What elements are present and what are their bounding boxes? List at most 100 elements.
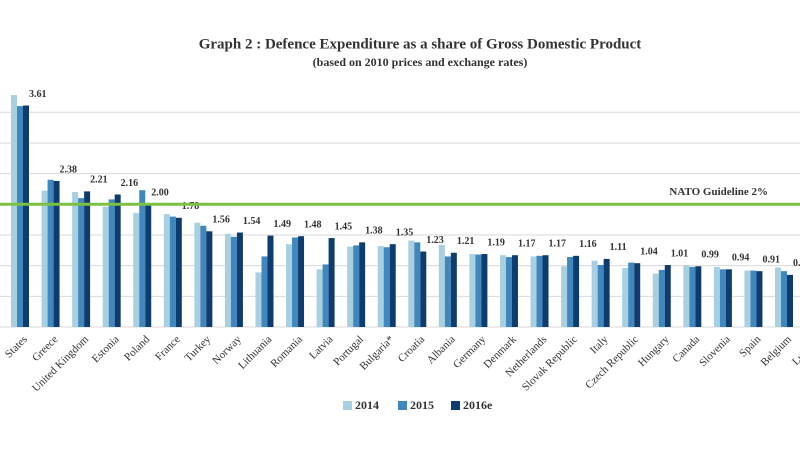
x-tick-label: Belgium	[759, 333, 795, 369]
bar	[353, 245, 360, 327]
value-label: 1.21	[457, 236, 475, 247]
bar	[744, 270, 751, 327]
x-tick-label: Estonia	[90, 333, 122, 365]
bar	[591, 260, 598, 327]
x-tick-label: Luxemb	[790, 333, 800, 368]
bar	[469, 253, 476, 327]
bar	[689, 266, 696, 327]
value-label: 1.04	[640, 246, 658, 257]
bar	[530, 256, 537, 327]
x-tick-label: Romania	[268, 333, 305, 370]
value-label: 3.61	[29, 89, 47, 100]
x-tick-label: Czech Republic	[583, 333, 641, 391]
bar	[511, 255, 518, 327]
bar	[114, 194, 121, 327]
bar	[444, 256, 451, 327]
bar	[206, 231, 213, 327]
x-tick-label: Hungary	[636, 333, 672, 369]
bar	[267, 235, 274, 327]
bar	[175, 217, 182, 327]
legend-swatch	[451, 401, 460, 410]
value-label: 1.17	[518, 239, 536, 250]
bar	[499, 255, 506, 327]
bar	[420, 251, 427, 327]
x-tick-label: Slovak Republic	[520, 333, 580, 393]
bar	[683, 265, 690, 327]
bar	[292, 237, 299, 327]
bar	[664, 265, 671, 327]
value-label: 0.85	[793, 258, 800, 269]
bar	[255, 272, 262, 327]
bar	[194, 222, 201, 327]
bar	[17, 106, 23, 327]
bar	[573, 255, 580, 327]
bar	[23, 105, 29, 327]
bar	[298, 236, 305, 327]
value-label: 1.78	[182, 201, 200, 212]
bar	[505, 257, 512, 327]
bar	[286, 244, 293, 327]
bar	[102, 206, 109, 327]
bar	[11, 95, 17, 327]
bar	[377, 246, 384, 327]
bar	[133, 212, 140, 327]
bar	[236, 232, 243, 327]
bar	[750, 270, 757, 327]
bar	[628, 262, 635, 327]
x-tick-label: States	[3, 333, 30, 360]
bar	[561, 266, 568, 327]
bar	[450, 252, 457, 327]
value-label: 1.23	[426, 235, 444, 246]
value-label: 1.45	[335, 221, 353, 232]
x-tick-label: Turkey	[183, 333, 214, 364]
bar	[145, 204, 152, 327]
value-label: 1.19	[487, 237, 505, 248]
bar	[408, 240, 415, 327]
bar	[230, 236, 237, 327]
value-label: 1.49	[273, 219, 291, 230]
bar	[383, 247, 390, 327]
x-tick-label: Spain	[737, 333, 764, 360]
value-label: 1.16	[579, 239, 597, 250]
value-label: 1.01	[671, 248, 689, 259]
bar	[622, 268, 629, 327]
bar	[78, 198, 85, 327]
x-tick-label: Italy	[588, 333, 611, 356]
value-label: 1.56	[212, 215, 230, 226]
bar	[597, 265, 604, 327]
bar	[652, 273, 659, 327]
legend-label: 2014	[355, 398, 379, 412]
bar	[542, 255, 549, 327]
legend-label: 2015	[410, 398, 434, 412]
value-label: 1.48	[304, 219, 322, 230]
bar	[316, 269, 323, 327]
bar	[481, 253, 488, 327]
value-label: 1.17	[549, 239, 567, 250]
bar	[139, 190, 146, 327]
value-label: 0.91	[762, 254, 780, 265]
bar	[658, 269, 665, 327]
value-label: 2.38	[60, 164, 77, 175]
legend-swatch	[398, 401, 407, 410]
bar	[347, 246, 354, 327]
bar	[261, 256, 268, 327]
x-tick-label: Croatia	[396, 333, 427, 364]
chart-subtitle: (based on 2010 prices and exchange rates…	[313, 55, 528, 69]
bar	[603, 258, 610, 327]
x-tick-label: Latvia	[307, 333, 335, 361]
bar	[438, 244, 445, 327]
bar	[72, 192, 79, 327]
x-tick-label: United Kingdom	[30, 333, 91, 394]
x-tick-label: Poland	[122, 333, 152, 363]
bar	[200, 225, 207, 327]
bar	[359, 242, 366, 327]
bar	[41, 190, 48, 327]
value-label: 1.35	[396, 227, 414, 238]
value-label: 1.11	[610, 242, 627, 253]
bar	[787, 274, 793, 327]
bar	[163, 214, 170, 327]
legend-swatch	[343, 401, 352, 410]
bar	[781, 271, 787, 327]
reference-label: NATO Guideline 2%	[669, 186, 768, 198]
chart-title: Graph 2 : Defence Expenditure as a share…	[199, 36, 642, 52]
